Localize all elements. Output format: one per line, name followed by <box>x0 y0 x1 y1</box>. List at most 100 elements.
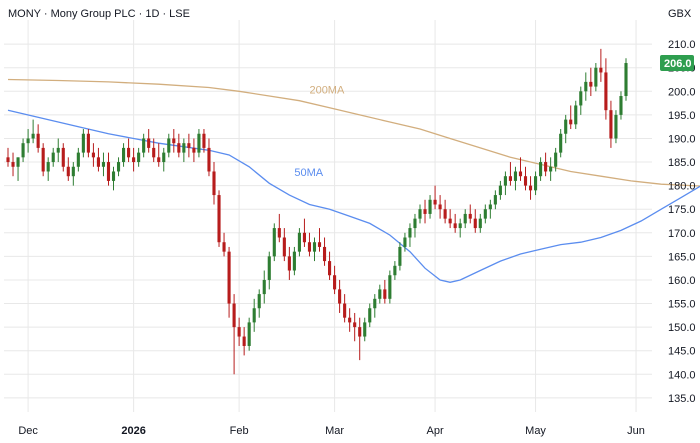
candle-body[interactable] <box>76 152 80 167</box>
candle-body[interactable] <box>21 143 25 158</box>
candle-body[interactable] <box>579 91 583 106</box>
candle-body[interactable] <box>549 166 553 172</box>
candle-body[interactable] <box>267 256 271 280</box>
candle-body[interactable] <box>16 157 20 167</box>
candle-body[interactable] <box>187 143 191 148</box>
candle-body[interactable] <box>192 147 196 153</box>
candle-body[interactable] <box>328 261 332 276</box>
candle-body[interactable] <box>388 275 392 299</box>
candle-body[interactable] <box>353 322 357 328</box>
candle-body[interactable] <box>31 133 35 139</box>
candle-body[interactable] <box>609 110 613 139</box>
candle-body[interactable] <box>413 218 417 229</box>
candle-body[interactable] <box>36 133 40 148</box>
candle-body[interactable] <box>564 119 568 134</box>
candle-body[interactable] <box>408 228 412 238</box>
candle-body[interactable] <box>46 162 50 172</box>
candle-body[interactable] <box>358 327 362 337</box>
candle-body[interactable] <box>443 209 447 219</box>
candle-body[interactable] <box>589 81 593 87</box>
candle-body[interactable] <box>518 171 523 177</box>
candle-body[interactable] <box>217 195 221 243</box>
candle-body[interactable] <box>207 147 211 172</box>
candle-body[interactable] <box>554 152 558 167</box>
candle-body[interactable] <box>61 147 65 167</box>
candle-body[interactable] <box>513 171 518 181</box>
candle-body[interactable] <box>162 152 166 163</box>
candle-body[interactable] <box>172 138 176 144</box>
candle-body[interactable] <box>433 199 437 205</box>
candle-body[interactable] <box>604 72 608 111</box>
candle-body[interactable] <box>302 232 306 243</box>
candle-body[interactable] <box>373 298 377 309</box>
candle-body[interactable] <box>463 213 467 224</box>
candle-body[interactable] <box>6 157 10 163</box>
candle-body[interactable] <box>453 223 457 229</box>
candle-body[interactable] <box>147 138 151 148</box>
candle-body[interactable] <box>398 246 402 266</box>
candle-body[interactable] <box>343 303 347 318</box>
candle-body[interactable] <box>157 157 161 163</box>
candle-body[interactable] <box>132 157 136 163</box>
candle-body[interactable] <box>182 143 186 153</box>
candle-body[interactable] <box>212 171 216 196</box>
candle-body[interactable] <box>297 232 301 252</box>
candle-body[interactable] <box>262 279 266 295</box>
candle-body[interactable] <box>448 218 452 224</box>
candle-body[interactable] <box>202 133 206 148</box>
candle-body[interactable] <box>26 138 30 144</box>
candle-body[interactable] <box>272 228 276 257</box>
candle-body[interactable] <box>368 308 372 323</box>
candle-body[interactable] <box>277 228 281 238</box>
candle-body[interactable] <box>383 289 387 299</box>
candle-body[interactable] <box>86 133 90 153</box>
candle-body[interactable] <box>534 176 538 191</box>
candle-body[interactable] <box>458 223 462 229</box>
candle-body[interactable] <box>237 327 241 337</box>
candle-body[interactable] <box>544 162 548 172</box>
candle-body[interactable] <box>438 204 442 210</box>
candle-body[interactable] <box>498 185 502 196</box>
candle-body[interactable] <box>619 96 623 115</box>
candle-body[interactable] <box>177 143 181 153</box>
candle-body[interactable] <box>11 162 15 167</box>
candle-body[interactable] <box>348 317 352 323</box>
candle-body[interactable] <box>483 209 487 219</box>
candle-body[interactable] <box>91 152 95 158</box>
candle-body[interactable] <box>569 119 573 125</box>
candles-layer[interactable] <box>6 48 628 375</box>
candle-body[interactable] <box>71 166 75 177</box>
candle-body[interactable] <box>282 237 286 257</box>
candle-body[interactable] <box>227 251 231 304</box>
candle-body[interactable] <box>363 322 367 337</box>
candle-body[interactable] <box>493 195 497 205</box>
candle-body[interactable] <box>418 209 422 219</box>
candle-body[interactable] <box>523 176 528 186</box>
candle-body[interactable] <box>423 209 427 214</box>
candle-body[interactable] <box>559 133 563 153</box>
candle-body[interactable] <box>574 105 578 125</box>
candle-body[interactable] <box>232 303 236 328</box>
candle-body[interactable] <box>508 176 512 181</box>
candle-body[interactable] <box>81 133 85 153</box>
candle-body[interactable] <box>312 242 317 252</box>
candle-body[interactable] <box>403 237 407 247</box>
candle-body[interactable] <box>222 242 226 252</box>
candle-body[interactable] <box>242 336 246 346</box>
candle-body[interactable] <box>56 147 60 153</box>
candle-body[interactable] <box>101 162 106 167</box>
candle-body[interactable] <box>41 147 45 172</box>
candle-body[interactable] <box>428 199 432 214</box>
candle-body[interactable] <box>142 138 146 153</box>
candle-body[interactable] <box>127 147 131 158</box>
candle-body[interactable] <box>247 322 251 346</box>
candle-body[interactable] <box>152 147 156 158</box>
candle-body[interactable] <box>137 152 141 163</box>
candle-body[interactable] <box>257 294 261 309</box>
candle-body[interactable] <box>116 162 121 172</box>
candle-body[interactable] <box>473 218 477 229</box>
candle-body[interactable] <box>122 147 126 163</box>
candle-body[interactable] <box>478 218 482 229</box>
candle-body[interactable] <box>287 256 291 271</box>
